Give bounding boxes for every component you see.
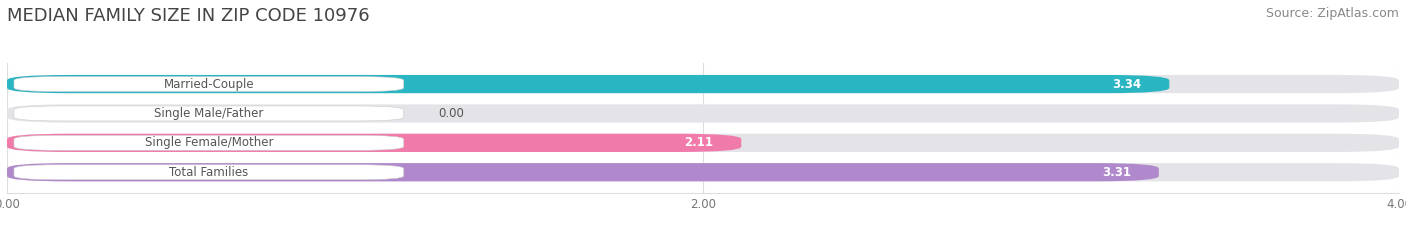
Text: Source: ZipAtlas.com: Source: ZipAtlas.com xyxy=(1265,7,1399,20)
FancyBboxPatch shape xyxy=(7,104,1399,123)
Text: 2.11: 2.11 xyxy=(685,136,713,149)
Text: 0.00: 0.00 xyxy=(439,107,464,120)
FancyBboxPatch shape xyxy=(14,135,404,150)
FancyBboxPatch shape xyxy=(7,163,1159,181)
Text: Total Families: Total Families xyxy=(169,166,249,179)
Text: MEDIAN FAMILY SIZE IN ZIP CODE 10976: MEDIAN FAMILY SIZE IN ZIP CODE 10976 xyxy=(7,7,370,25)
FancyBboxPatch shape xyxy=(7,134,1399,152)
Text: 3.31: 3.31 xyxy=(1102,166,1130,179)
Text: 3.34: 3.34 xyxy=(1112,78,1142,91)
FancyBboxPatch shape xyxy=(7,134,741,152)
FancyBboxPatch shape xyxy=(7,163,1399,181)
FancyBboxPatch shape xyxy=(7,75,1399,93)
FancyBboxPatch shape xyxy=(14,106,404,121)
Text: Married-Couple: Married-Couple xyxy=(163,78,254,91)
Text: Single Female/Mother: Single Female/Mother xyxy=(145,136,273,149)
FancyBboxPatch shape xyxy=(14,165,404,180)
Text: Single Male/Father: Single Male/Father xyxy=(155,107,263,120)
FancyBboxPatch shape xyxy=(7,75,1170,93)
FancyBboxPatch shape xyxy=(14,77,404,92)
